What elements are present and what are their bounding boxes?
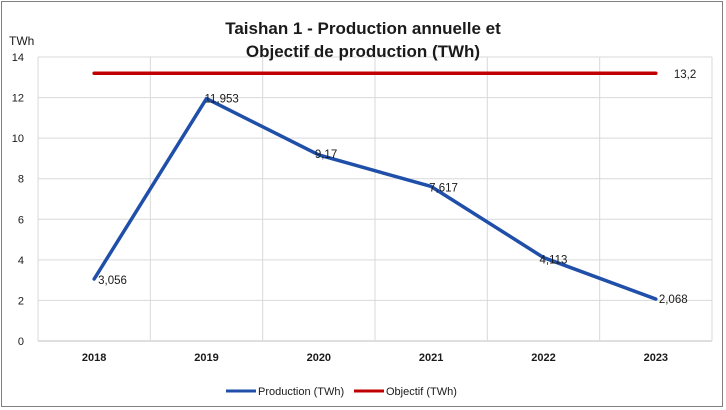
x-tick-label: 2018 (82, 352, 106, 364)
legend: Production (TWh) Objectif (TWh) (226, 386, 457, 398)
x-tick-label: 2023 (644, 352, 668, 364)
data-label: 11,953 (205, 94, 239, 106)
data-label: 4,113 (540, 255, 568, 267)
y-tick-label: 14 (12, 52, 24, 64)
y-tick-label: 4 (18, 255, 24, 267)
y-tick-label: 10 (12, 133, 24, 145)
series-layer (92, 71, 658, 301)
gridlines (37, 56, 713, 342)
chart-title-line-2: Objectif de production (TWh) (246, 42, 480, 61)
data-label: 13,2 (674, 69, 696, 81)
y-axis-unit-label: TWh (9, 34, 34, 48)
y-tick-label: 12 (12, 93, 24, 105)
data-label: 7,617 (429, 182, 458, 194)
data-labels: 3,056 11,953 9,17 7,617 4,113 2,068 13,2 (98, 69, 696, 306)
x-tick-label: 2022 (531, 352, 555, 364)
data-label: 9,17 (315, 149, 337, 161)
y-tick-label: 0 (18, 336, 24, 348)
chart-title-line-1: Taishan 1 - Production annuelle et (225, 19, 501, 38)
series-line-production (92, 96, 658, 301)
legend-label-objectif: Objectif (TWh) (386, 386, 457, 398)
legend-label-production: Production (TWh) (258, 386, 344, 398)
axes: 0 2 4 6 8 10 12 14 2018 2019 2020 2021 2022 2023 (12, 52, 668, 364)
data-label: 2,068 (659, 294, 688, 306)
x-tick-label: 2019 (194, 352, 218, 364)
y-tick-label: 6 (18, 214, 24, 226)
x-tick-label: 2021 (419, 352, 443, 364)
data-label: 3,056 (98, 275, 127, 287)
y-tick-label: 8 (18, 174, 24, 186)
y-tick-label: 2 (18, 295, 24, 307)
x-tick-label: 2020 (307, 352, 331, 364)
